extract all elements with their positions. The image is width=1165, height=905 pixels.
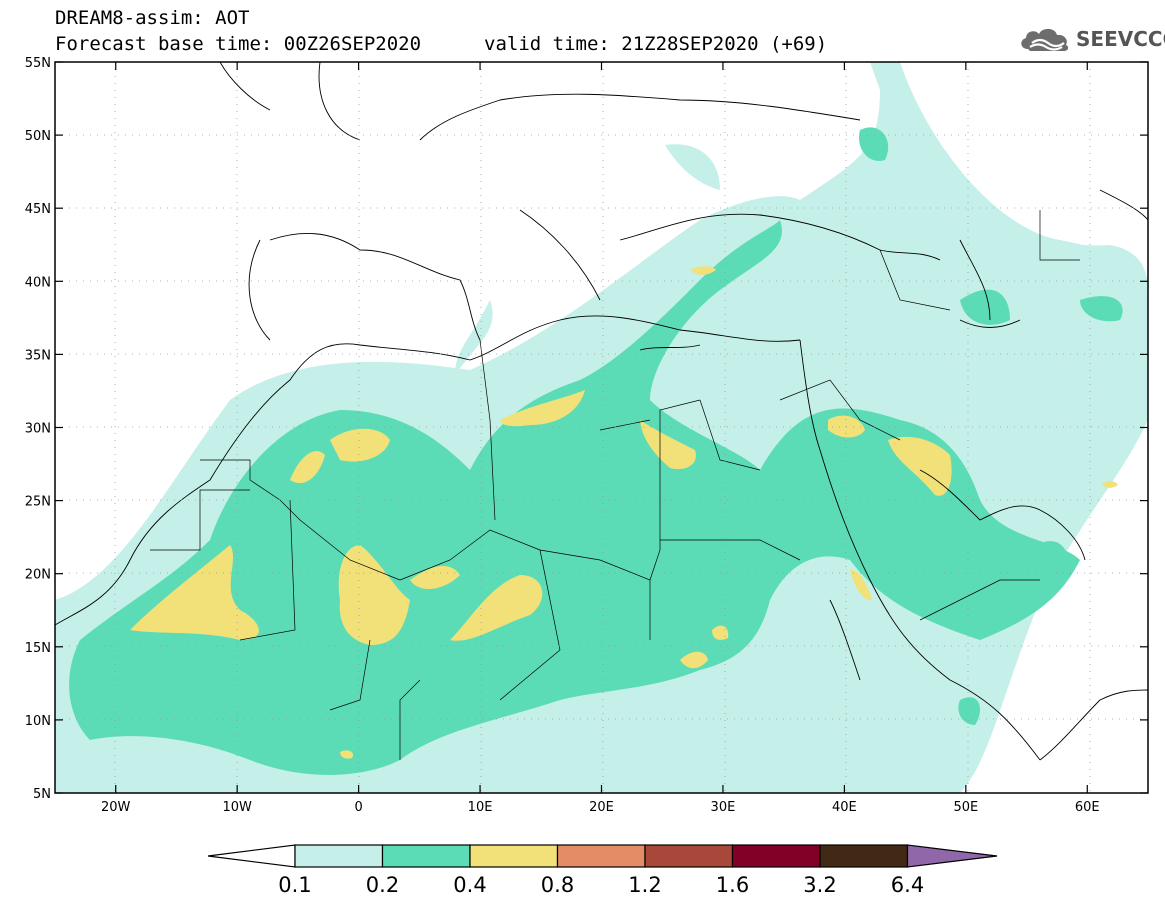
aot-band-high (290, 451, 325, 484)
colorbar-high-arrow (906, 844, 998, 868)
aot-band-medium (1010, 541, 1070, 594)
map-title: DREAM8-assim: AOT (55, 7, 250, 29)
cloud-icon (1021, 28, 1069, 51)
aot-band-medium (1080, 296, 1123, 322)
coastlines (55, 62, 1148, 761)
lon-label: 30E (711, 800, 736, 815)
aot-band-light (940, 218, 1148, 297)
axis-ticks: 55N 50N 45N 40N 35N 30N 25N 20N 15N 10N 5N 20W 10W 0 1… (25, 56, 1148, 815)
seevccc-logo: SEEVCCC (1018, 24, 1165, 54)
aot-field (55, 62, 1148, 793)
lat-label: 35N (25, 348, 51, 363)
lon-label: 40E (832, 800, 857, 815)
colorbar-bin (644, 844, 734, 868)
lon-label: 20E (589, 800, 614, 815)
aot-band-medium (859, 127, 889, 161)
lat-label: 55N (25, 56, 51, 71)
colorbar-bin (381, 844, 471, 868)
aot-band-light (665, 144, 720, 190)
colorbar-label: 1.2 (628, 873, 661, 897)
colorbar-bin (731, 844, 821, 868)
colorbar-bin (469, 844, 559, 868)
aot-band-high (712, 625, 729, 640)
aot-band-high (690, 266, 716, 275)
colorbar-low-arrow (207, 844, 296, 868)
aot-band-high (850, 569, 872, 601)
lat-label: 45N (25, 202, 51, 217)
aot-band-medium (960, 289, 1010, 325)
lat-label: 5N (33, 787, 51, 802)
lon-label: 10W (222, 800, 252, 815)
aot-band-high (680, 651, 708, 669)
lat-label: 25N (25, 495, 51, 510)
colorbar-bin (556, 844, 646, 868)
lat-label: 50N (25, 129, 51, 144)
colorbar-label: 0.4 (453, 873, 486, 897)
lon-label: 20W (101, 800, 131, 815)
aot-band-high (500, 390, 585, 427)
aot-band-high (338, 545, 410, 645)
colorbar-label: 1.6 (716, 873, 749, 897)
aot-band-high (828, 415, 865, 438)
country-borders (150, 210, 1080, 760)
colorbar-bin (819, 844, 909, 868)
logo-text: SEEVCCC (1076, 27, 1165, 51)
colorbar-label: 0.1 (278, 873, 311, 897)
colorbar-bin (294, 844, 384, 868)
lon-label: 50E (953, 800, 978, 815)
lat-label: 40N (25, 275, 51, 290)
aot-band-high (130, 545, 259, 640)
lat-label: 30N (25, 422, 51, 437)
aot-band-high (640, 420, 696, 470)
aot-band-high (330, 428, 390, 462)
lat-label: 10N (25, 714, 51, 729)
lon-label: 0 (354, 800, 362, 815)
colorbar-label: 3.2 (803, 873, 836, 897)
aot-band-high (888, 436, 952, 496)
aot-band-high (410, 565, 460, 590)
aot-band-light (455, 300, 493, 375)
valid-time: valid time: 21Z28SEP2020 (+69) (484, 33, 828, 55)
colorbar-label: 6.4 (891, 873, 924, 897)
forecast-base-time: Forecast base time: 00Z26SEP2020 (55, 33, 422, 55)
colorbar: 0.1 0.2 0.4 0.8 1.2 1.6 3.2 6.4 (207, 844, 998, 897)
aot-band-high (1102, 481, 1118, 488)
lon-label: 60E (1075, 800, 1100, 815)
graticule (55, 62, 1148, 793)
colorbar-label: 0.8 (541, 873, 574, 897)
lat-label: 15N (25, 641, 51, 656)
lat-label: 20N (25, 568, 51, 583)
colorbar-label: 0.2 (366, 873, 399, 897)
aot-band-medium (958, 697, 980, 725)
aot-band-high (450, 575, 543, 641)
aot-band-high (340, 750, 354, 759)
aot-band-medium (69, 220, 1081, 775)
lon-label: 10E (468, 800, 493, 815)
